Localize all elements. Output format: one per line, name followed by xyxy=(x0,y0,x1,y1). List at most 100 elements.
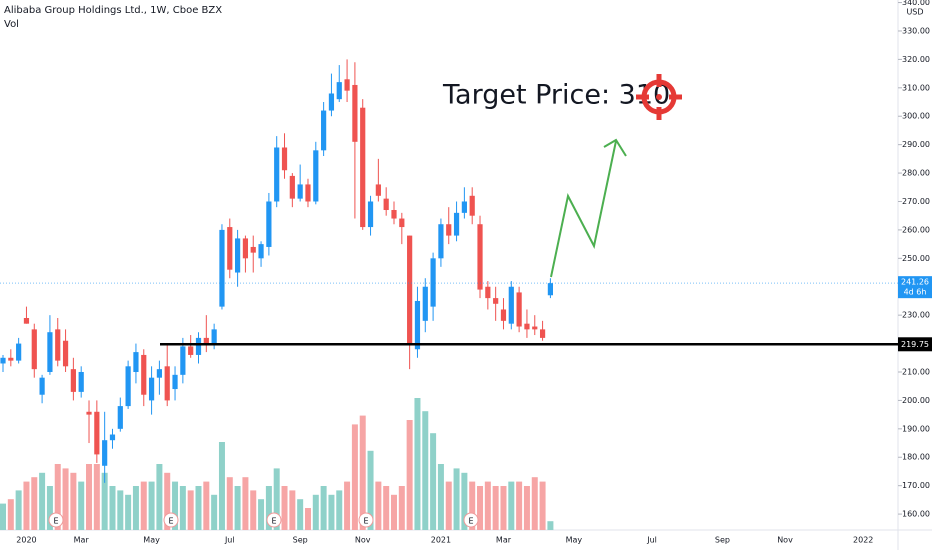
candle-body xyxy=(281,147,288,171)
volume-bar xyxy=(86,464,93,530)
y-tick-label: 250.00 xyxy=(902,254,930,263)
candle-body xyxy=(94,411,100,455)
y-tick-label: 160.00 xyxy=(902,510,930,519)
candle-body xyxy=(422,286,428,321)
candle-body xyxy=(242,238,249,259)
candle-body xyxy=(508,286,514,324)
candle-body xyxy=(141,354,147,395)
volume-bar xyxy=(273,468,280,530)
y-tick-label: 180.00 xyxy=(902,453,930,462)
candle-body xyxy=(211,329,217,344)
volume-bar xyxy=(109,486,116,530)
volume-bar xyxy=(289,490,296,530)
volume-bar xyxy=(250,490,257,530)
x-tick-label: 2022 xyxy=(853,536,873,545)
candle-body xyxy=(274,147,280,202)
volume-bar xyxy=(477,486,484,530)
volume-bar xyxy=(31,477,38,530)
candle-body xyxy=(188,346,194,355)
candle-body xyxy=(219,229,225,307)
candle-body xyxy=(164,366,170,401)
candle-body xyxy=(383,198,389,211)
volume-bar xyxy=(336,490,343,530)
candle-body xyxy=(391,210,397,219)
candle-body xyxy=(70,369,76,392)
volume-bar xyxy=(437,464,444,530)
x-tick-label: Nov xyxy=(355,536,371,545)
volume-bar xyxy=(539,481,546,530)
volume-bar xyxy=(164,472,171,530)
volume-bar xyxy=(125,494,132,530)
x-tick-label: Mar xyxy=(74,536,90,545)
volume-bar xyxy=(117,490,124,530)
x-tick-label: Jul xyxy=(224,536,235,545)
volume-bar xyxy=(430,433,437,530)
volume-bar xyxy=(70,472,77,530)
candle-body xyxy=(305,184,311,202)
volume-bar xyxy=(391,494,397,530)
volume-bar xyxy=(195,486,202,530)
candle-body xyxy=(547,283,553,296)
volume-bar xyxy=(203,481,210,530)
volume-bar xyxy=(328,494,335,530)
volume-bar xyxy=(265,486,272,530)
volume-bar xyxy=(211,494,218,530)
volume-bar xyxy=(148,481,155,530)
candle-body xyxy=(539,329,546,338)
candle-body xyxy=(62,340,69,367)
x-tick-label: Sep xyxy=(715,536,730,545)
volume-bar xyxy=(226,477,233,530)
candle-body xyxy=(500,309,507,321)
countdown-label: 4d 6h xyxy=(904,288,927,297)
earnings-label: E xyxy=(271,517,276,526)
candle-body xyxy=(321,110,327,151)
volume-bar xyxy=(15,490,22,530)
candle-body xyxy=(8,357,14,361)
x-tick-label: May xyxy=(566,536,583,545)
candle-body xyxy=(148,377,155,401)
volume-bar xyxy=(132,486,139,530)
y-tick-label: 290.00 xyxy=(902,140,930,149)
chart-title: Alibaba Group Holdings Ltd., 1W, Cboe BZ… xyxy=(4,5,222,16)
candle-body xyxy=(524,323,530,330)
candle-body xyxy=(446,224,452,236)
volume-bar xyxy=(62,468,69,530)
volume-bar xyxy=(359,415,366,530)
candle-body xyxy=(414,300,421,350)
x-tick-label: May xyxy=(143,536,160,545)
volume-bar xyxy=(23,481,30,530)
candle-body xyxy=(39,377,45,395)
candle-body xyxy=(109,434,116,441)
volume-bar xyxy=(547,521,554,530)
earnings-marker xyxy=(266,512,282,528)
volume-bar xyxy=(500,486,507,530)
y-tick-label: 200.00 xyxy=(902,396,930,405)
support-price-label: 219.75 xyxy=(901,340,929,349)
y-tick-label: 170.00 xyxy=(902,481,930,490)
y-tick-label: 210.00 xyxy=(902,367,930,376)
volume-bar xyxy=(453,468,460,530)
earnings-label: E xyxy=(168,517,173,526)
x-tick-label: 2021 xyxy=(431,536,451,545)
y-tick-label: 310.00 xyxy=(902,83,930,92)
volume-bar xyxy=(93,464,100,530)
volume-bar xyxy=(78,481,85,530)
axis-layer: 160.00170.00180.00190.00200.00210.00220.… xyxy=(16,0,932,545)
volume-bar xyxy=(39,472,46,530)
volume-bar xyxy=(172,481,179,530)
volume-bar xyxy=(187,490,194,530)
last-price-box xyxy=(898,276,932,299)
candle-body xyxy=(453,212,460,236)
y-tick-label: 190.00 xyxy=(902,424,930,433)
candle-body xyxy=(258,244,264,259)
candle-body xyxy=(313,150,319,202)
candle-body xyxy=(344,79,350,91)
earnings-marker xyxy=(48,512,64,528)
earnings-marker xyxy=(463,512,479,528)
x-tick-label: Sep xyxy=(293,536,308,545)
volume-bar xyxy=(469,481,476,530)
earnings-marker xyxy=(163,512,179,528)
candle-body xyxy=(102,440,108,466)
earnings-label: E xyxy=(53,517,58,526)
